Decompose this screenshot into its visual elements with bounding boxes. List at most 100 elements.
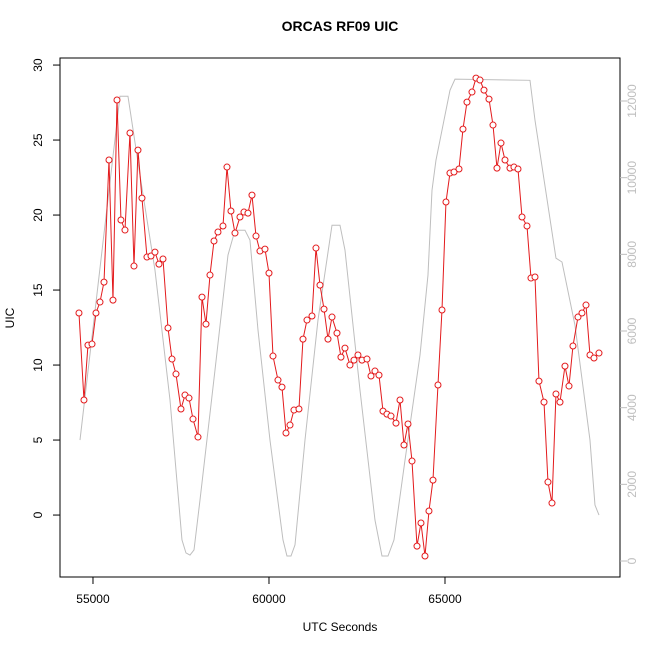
y2-tick-label: 6000 xyxy=(625,317,639,344)
point xyxy=(463,98,471,106)
point xyxy=(497,139,505,147)
point xyxy=(489,121,497,129)
y2-tick-label: 10000 xyxy=(625,161,639,195)
point xyxy=(168,355,176,363)
point xyxy=(429,476,437,484)
y-tick-label: 5 xyxy=(31,436,45,443)
point xyxy=(295,405,303,413)
point xyxy=(493,164,501,172)
point xyxy=(404,420,412,428)
y-tick-label: 30 xyxy=(31,58,45,72)
point xyxy=(269,352,277,360)
point xyxy=(303,316,311,324)
y2-tick-label: 0 xyxy=(625,557,639,564)
point xyxy=(442,198,450,206)
point xyxy=(164,324,172,332)
point xyxy=(455,165,463,173)
point xyxy=(248,191,256,199)
point xyxy=(274,376,282,384)
point xyxy=(151,248,159,256)
point xyxy=(396,396,404,404)
point xyxy=(578,309,586,317)
point xyxy=(333,329,341,337)
y2-tick-label: 4000 xyxy=(625,394,639,421)
point xyxy=(590,354,598,362)
point xyxy=(438,306,446,314)
x-axis-label: UTC Seconds xyxy=(303,620,378,634)
point xyxy=(214,228,222,236)
point xyxy=(316,281,324,289)
point xyxy=(476,76,484,84)
point xyxy=(96,298,104,306)
point xyxy=(265,269,273,277)
point xyxy=(177,405,185,413)
point xyxy=(299,335,307,343)
point xyxy=(328,313,336,321)
point xyxy=(172,370,180,378)
point xyxy=(324,335,332,343)
y-tick-label: 15 xyxy=(31,283,45,297)
point xyxy=(227,207,235,215)
point xyxy=(413,542,421,550)
point xyxy=(236,213,244,221)
point xyxy=(523,222,531,230)
point xyxy=(320,305,328,313)
point xyxy=(189,415,197,423)
point xyxy=(210,237,218,245)
point xyxy=(425,507,433,515)
point xyxy=(252,232,260,240)
point xyxy=(92,309,100,317)
point xyxy=(459,125,467,133)
point xyxy=(367,372,375,380)
point xyxy=(501,156,509,164)
point xyxy=(556,398,564,406)
point xyxy=(159,255,167,263)
point xyxy=(569,342,577,350)
point xyxy=(574,313,582,321)
y-tick-label: 10 xyxy=(31,358,45,372)
point xyxy=(544,478,552,486)
series-line xyxy=(78,77,600,557)
point xyxy=(206,271,214,279)
y-axis-label: UIC xyxy=(3,307,17,328)
point xyxy=(392,419,400,427)
x-tick-label: 65000 xyxy=(428,592,462,606)
point xyxy=(308,312,316,320)
point xyxy=(282,429,290,437)
point xyxy=(185,394,193,402)
point xyxy=(341,344,349,352)
series-line xyxy=(79,78,600,557)
point xyxy=(450,168,458,176)
point xyxy=(350,356,358,364)
point xyxy=(518,213,526,221)
point xyxy=(202,320,210,328)
point xyxy=(88,340,96,348)
point xyxy=(198,293,206,301)
point xyxy=(582,301,590,309)
point xyxy=(535,377,543,385)
point xyxy=(261,245,269,253)
point xyxy=(219,222,227,230)
point xyxy=(561,362,569,370)
point xyxy=(552,390,560,398)
point xyxy=(421,552,429,560)
point xyxy=(417,519,425,527)
y2-tick-label: 8000 xyxy=(625,241,639,268)
point xyxy=(387,412,395,420)
y-tick-label: 25 xyxy=(31,133,45,147)
point xyxy=(312,244,320,252)
point xyxy=(540,398,548,406)
point xyxy=(480,86,488,94)
point xyxy=(117,216,125,224)
point xyxy=(400,441,408,449)
point xyxy=(130,262,138,270)
point xyxy=(485,95,493,103)
point xyxy=(194,433,202,441)
plot-frame xyxy=(59,57,621,578)
point xyxy=(244,209,252,217)
point xyxy=(134,146,142,154)
point xyxy=(278,383,286,391)
y-tick-label: 20 xyxy=(31,208,45,222)
point xyxy=(223,163,231,171)
point xyxy=(100,278,108,286)
